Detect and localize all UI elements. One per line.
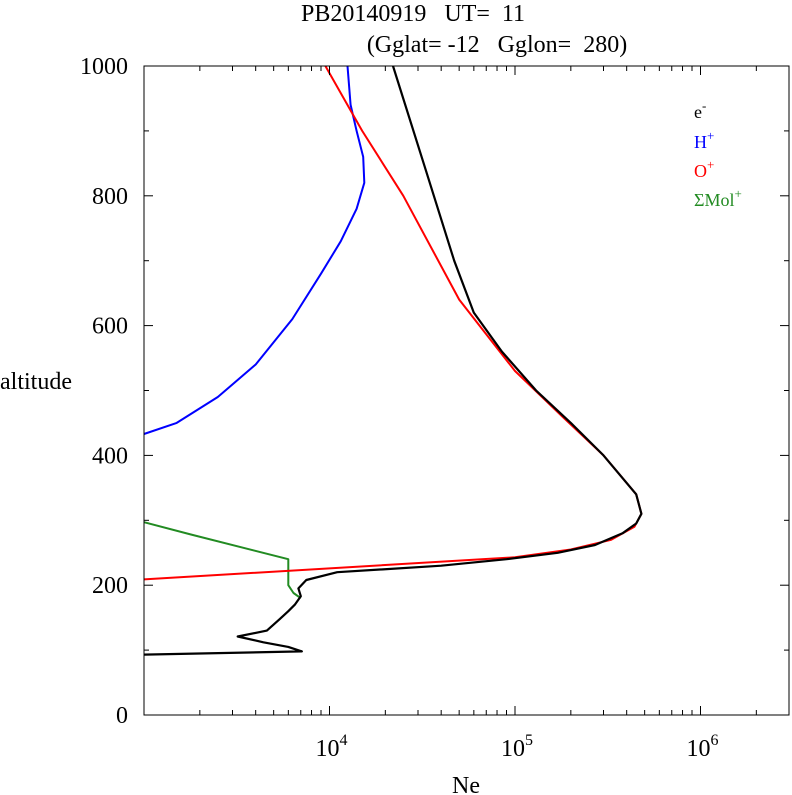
series-line-1 (143, 65, 366, 435)
y-tick-label: 1000 (80, 54, 128, 80)
series-line-0 (143, 65, 643, 656)
y-tick-label: 400 (92, 443, 128, 469)
y-tick-labels: 0 200 400 600 800 1000 (80, 54, 128, 729)
series-line-3 (143, 521, 302, 600)
plot-series (143, 65, 643, 656)
legend-entry-1: H+ (694, 128, 714, 152)
y-tick-label: 0 (116, 703, 128, 729)
legend-entry-3: ΣMol+ (694, 186, 742, 210)
y-axis-label: altitude (0, 369, 72, 395)
x-tick-label: 104 (315, 732, 347, 762)
y-tick-label: 800 (92, 184, 128, 210)
x-tick-label: 105 (501, 732, 533, 762)
x-tick-labels: 104 105 106 (315, 732, 718, 762)
y-tick-label: 600 (92, 314, 128, 340)
plot-frame (143, 65, 790, 716)
axis-ticks (143, 65, 790, 716)
legend-entry-2: O+ (694, 157, 714, 181)
x-axis-label: Ne (452, 773, 480, 795)
y-tick-label: 200 (92, 573, 128, 599)
x-tick-label: 106 (686, 732, 718, 762)
legend-entry-0: e- (694, 98, 706, 122)
chart-title-line2: (Gglat= -12 Gglon= 280) (367, 32, 627, 58)
legend: e- H+ O+ ΣMol+ (694, 98, 742, 210)
chart-title-line1: PB20140919 UT= 11 (301, 1, 525, 27)
series-line-2 (143, 65, 643, 581)
